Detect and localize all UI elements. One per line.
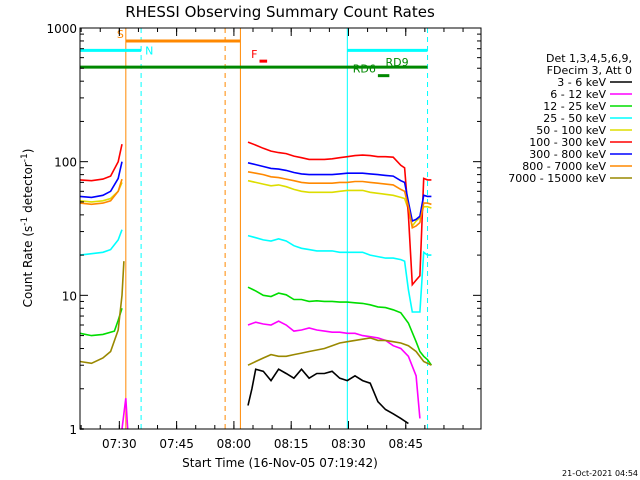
region-boundary-lines [79,28,429,429]
x-tick-label-5: 08:45 [388,437,423,451]
legend-label-0: 3 - 6 keV [557,76,606,89]
series-6-segment-0 [79,161,123,199]
y-axis-label-unit: Count Rate (s [21,226,35,308]
series-3-segment-0 [79,229,123,256]
series-1-segment-1 [247,320,421,419]
series-3-segment-1 [247,234,432,313]
legend-header-1: FDecim 3, Att 0 [547,64,632,77]
y-axis-label-sup1: -1 [20,217,30,226]
y-axis-label-mid: detector [21,162,35,217]
legend-label-4: 50 - 100 keV [536,124,606,137]
series-0-segment-1 [247,367,409,425]
series-1-segment-0 [121,398,129,430]
legend: Det 1,3,4,5,6,9,FDecim 3, Att 03 - 6 keV… [508,52,632,185]
legend-label-3: 25 - 50 keV [543,112,606,125]
series-2-segment-0 [79,308,123,337]
y-axis-label-tail: ) [21,149,35,154]
chart-title: RHESSI Observing Summary Count Rates [125,3,435,21]
legend-label-1: 6 - 12 keV [550,88,606,101]
series-lines [79,141,433,430]
y-tick-label-1: 10 [62,289,77,303]
legend-label-2: 12 - 25 keV [543,100,606,113]
status-bar-label-4: RD9 [386,56,409,69]
legend-header-0: Det 1,3,4,5,6,9, [546,52,632,65]
status-bar-label-5: RD6 [353,63,376,76]
series-8-segment-0 [79,261,125,365]
y-axis-label: Count Rate (s-1 detector-1) [20,149,35,308]
series-6-segment-1 [247,162,432,223]
plot-frame [79,27,482,430]
series-5-segment-0 [79,144,123,182]
status-bar-label-0: S [117,28,124,41]
status-bar-label-3: F [251,48,257,61]
legend-label-7: 800 - 7000 keV [522,160,606,173]
x-tick-label-4: 08:30 [331,437,366,451]
y-tick-label-3: 1000 [46,22,77,36]
legend-label-6: 300 - 800 keV [529,148,606,161]
series-5-segment-1 [247,141,432,287]
series-4-segment-0 [79,182,123,203]
x-tick-label-1: 07:45 [159,437,194,451]
series-8-segment-1 [247,337,432,366]
axis-ticks: 07:30 07:45 08:00 08:15 08:30 08:45 1 10 100 1000 [46,22,481,451]
generation-timestamp: 21-Oct-2021 04:54 [562,469,638,478]
x-axis-label: Start Time (16-Nov-05 07:19:42) [182,456,378,470]
series-2-segment-1 [247,286,433,366]
status-bars: S N F RD9 RD6 [80,28,428,78]
x-tick-label-2: 08:00 [217,437,252,451]
y-tick-label-2: 100 [54,156,77,170]
series-7-segment-1 [247,171,432,229]
x-tick-label-0: 07:30 [102,437,137,451]
series-4-segment-1 [247,179,432,228]
legend-label-8: 7000 - 15000 keV [508,172,606,185]
series-7-segment-0 [79,178,123,206]
x-tick-label-3: 08:15 [274,437,309,451]
y-axis-label-sup2: -1 [20,153,30,162]
status-bar-label-1: N [145,44,153,57]
legend-label-5: 100 - 300 keV [529,136,606,149]
y-tick-label-0: 1 [69,423,77,437]
